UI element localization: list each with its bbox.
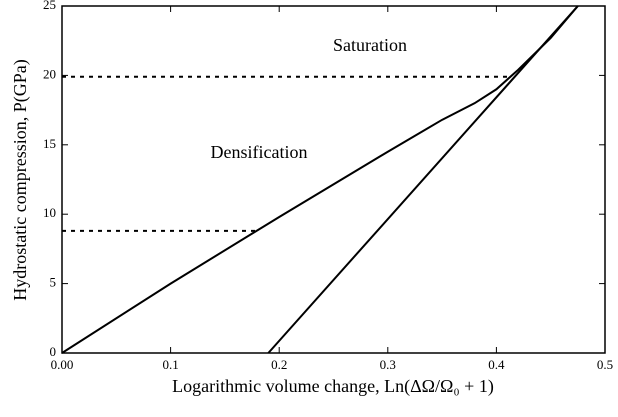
y-tick-label: 15	[43, 136, 56, 151]
x-axis-label: Logarithmic volume change, Ln(ΔΩ/Ω₀ + 1)	[172, 376, 494, 397]
y-tick-label: 20	[43, 66, 56, 81]
y-tick-label: 25	[43, 0, 56, 12]
x-tick-label: 0.5	[597, 357, 613, 372]
x-tick-label: 0.3	[380, 357, 396, 372]
x-tick-label: 0.00	[51, 357, 74, 372]
y-tick-label: 0	[50, 344, 57, 359]
plot-frame	[61, 5, 606, 354]
y-axis-label: Hydrostatic compression, P(GPa)	[10, 59, 31, 300]
annotation: Densification	[211, 142, 308, 162]
line	[267, 5, 579, 354]
annotation: Saturation	[333, 35, 407, 55]
x-tick-label: 0.4	[488, 357, 505, 372]
y-tick-label: 10	[43, 205, 56, 220]
x-tick-label: 0.1	[162, 357, 178, 372]
x-tick-label: 0.2	[271, 357, 287, 372]
y-tick-label: 5	[50, 275, 57, 290]
line	[61, 5, 579, 354]
